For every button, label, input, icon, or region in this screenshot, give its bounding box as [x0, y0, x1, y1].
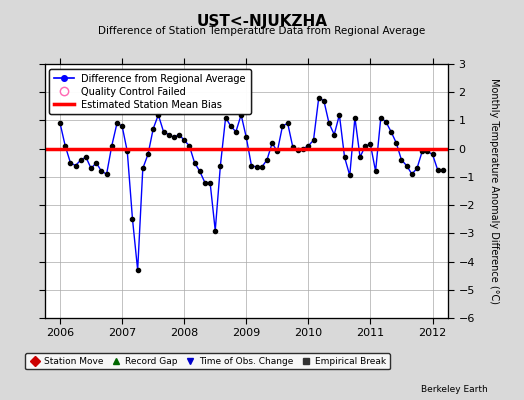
Y-axis label: Monthly Temperature Anomaly Difference (°C): Monthly Temperature Anomaly Difference (… [489, 78, 499, 304]
Legend: Difference from Regional Average, Quality Control Failed, Estimated Station Mean: Difference from Regional Average, Qualit… [49, 69, 251, 114]
Legend: Station Move, Record Gap, Time of Obs. Change, Empirical Break: Station Move, Record Gap, Time of Obs. C… [26, 353, 390, 370]
Text: Difference of Station Temperature Data from Regional Average: Difference of Station Temperature Data f… [99, 26, 425, 36]
Text: UST<-NJUKZHA: UST<-NJUKZHA [196, 14, 328, 29]
Text: Berkeley Earth: Berkeley Earth [421, 385, 487, 394]
